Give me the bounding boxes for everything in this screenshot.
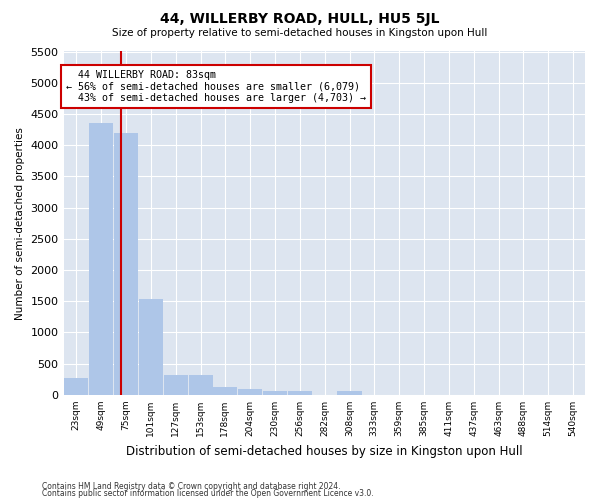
Bar [287,392,312,395]
Bar [188,375,213,395]
Bar [139,300,163,395]
Bar [114,132,138,395]
Bar [238,388,262,395]
Text: Contains public sector information licensed under the Open Government Licence v3: Contains public sector information licen… [42,489,374,498]
Bar [263,390,287,395]
X-axis label: Distribution of semi-detached houses by size in Kingston upon Hull: Distribution of semi-detached houses by … [126,444,523,458]
Y-axis label: Number of semi-detached properties: Number of semi-detached properties [15,127,25,320]
Text: Contains HM Land Registry data © Crown copyright and database right 2024.: Contains HM Land Registry data © Crown c… [42,482,341,491]
Bar [164,375,188,395]
Bar [337,390,362,395]
Text: 44 WILLERBY ROAD: 83sqm
← 56% of semi-detached houses are smaller (6,079)
  43% : 44 WILLERBY ROAD: 83sqm ← 56% of semi-de… [67,70,367,103]
Bar [64,378,88,395]
Bar [212,388,237,395]
Bar [89,124,113,395]
Text: Size of property relative to semi-detached houses in Kingston upon Hull: Size of property relative to semi-detach… [112,28,488,38]
Text: 44, WILLERBY ROAD, HULL, HU5 5JL: 44, WILLERBY ROAD, HULL, HU5 5JL [160,12,440,26]
